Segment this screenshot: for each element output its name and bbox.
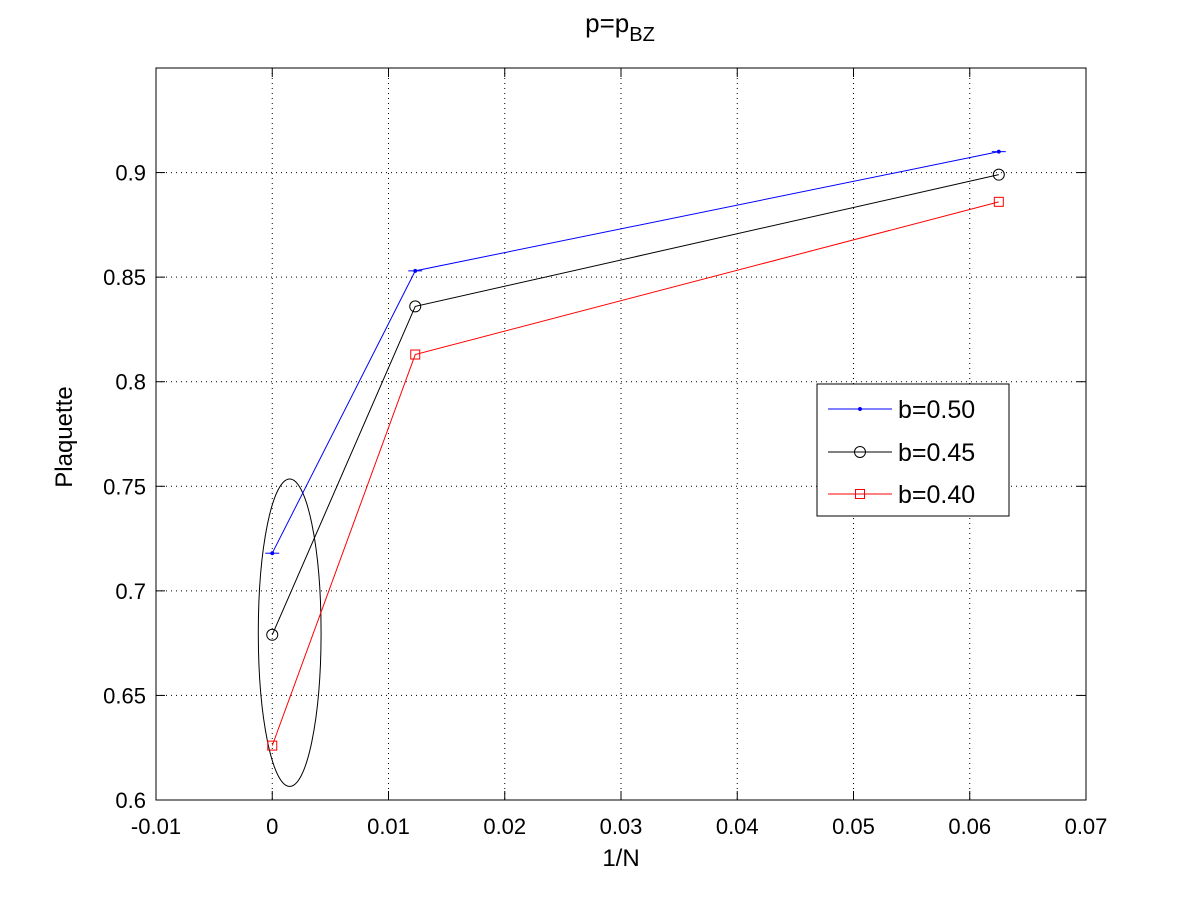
x-axis-label: 1/N [602,845,639,872]
x-tick-label: -0.01 [131,814,181,839]
y-tick-label: 0.65 [103,683,146,708]
data-point [992,168,1005,181]
legend: b=0.50 b=0.45 b=0.40 [816,383,1010,517]
x-tick-label: 0 [266,814,278,839]
y-tick-label: 0.9 [115,161,146,186]
y-tick-label: 0.85 [103,265,146,290]
legend-label: b=0.40 [898,481,975,509]
chart-title-main: p=p [585,8,629,38]
y-tick-label: 0.7 [115,579,146,604]
y-axis-label: Plaquette [51,386,78,487]
legend-entries: b=0.50 b=0.45 b=0.40 [828,396,975,509]
series-line [271,201,999,746]
legend-marker [854,446,866,458]
legend-entry: b=0.45 [828,439,975,467]
annotations [257,478,322,787]
data-point [413,268,418,273]
x-tick-label: 0.05 [832,814,875,839]
legend-marker [855,489,865,499]
series-2 [266,168,1005,641]
grid-lines [156,68,1086,800]
highlight-ellipse [257,478,322,787]
legend-entry: b=0.50 [828,396,975,424]
data-point [409,300,422,313]
legend-entry: b=0.40 [828,481,975,509]
x-tick-label: 0.06 [948,814,991,839]
data-point [410,349,421,360]
legend-label: b=0.50 [898,396,975,424]
chart-title: p=pBZ [585,8,655,46]
series-1 [265,149,1006,556]
series-lines [265,149,1006,751]
series-3 [267,196,1004,751]
x-tick-label: 0.02 [483,814,526,839]
legend-marker [857,406,863,412]
y-tick-label: 0.6 [115,788,146,813]
x-tick-label: 0.03 [600,814,643,839]
data-point [267,740,278,751]
x-tick-label: 0.04 [716,814,759,839]
x-tick-labels: -0.01 0 0.01 0.02 0.03 0.04 0.05 0.06 0.07 [131,814,1107,839]
x-tick-label: 0.01 [367,814,410,839]
legend-label: b=0.45 [898,439,975,467]
y-tick-labels: 0.6 0.65 0.7 0.75 0.8 0.85 0.9 [103,161,146,813]
data-point [993,196,1004,207]
y-tick-label: 0.75 [103,474,146,499]
data-point [270,551,275,556]
series-line [271,174,999,635]
data-point [996,149,1001,154]
y-tick-label: 0.8 [115,370,146,395]
axis-ticks [155,68,1087,801]
x-tick-label: 0.07 [1065,814,1108,839]
data-point [266,628,279,641]
chart-title-subscript: BZ [629,24,655,46]
